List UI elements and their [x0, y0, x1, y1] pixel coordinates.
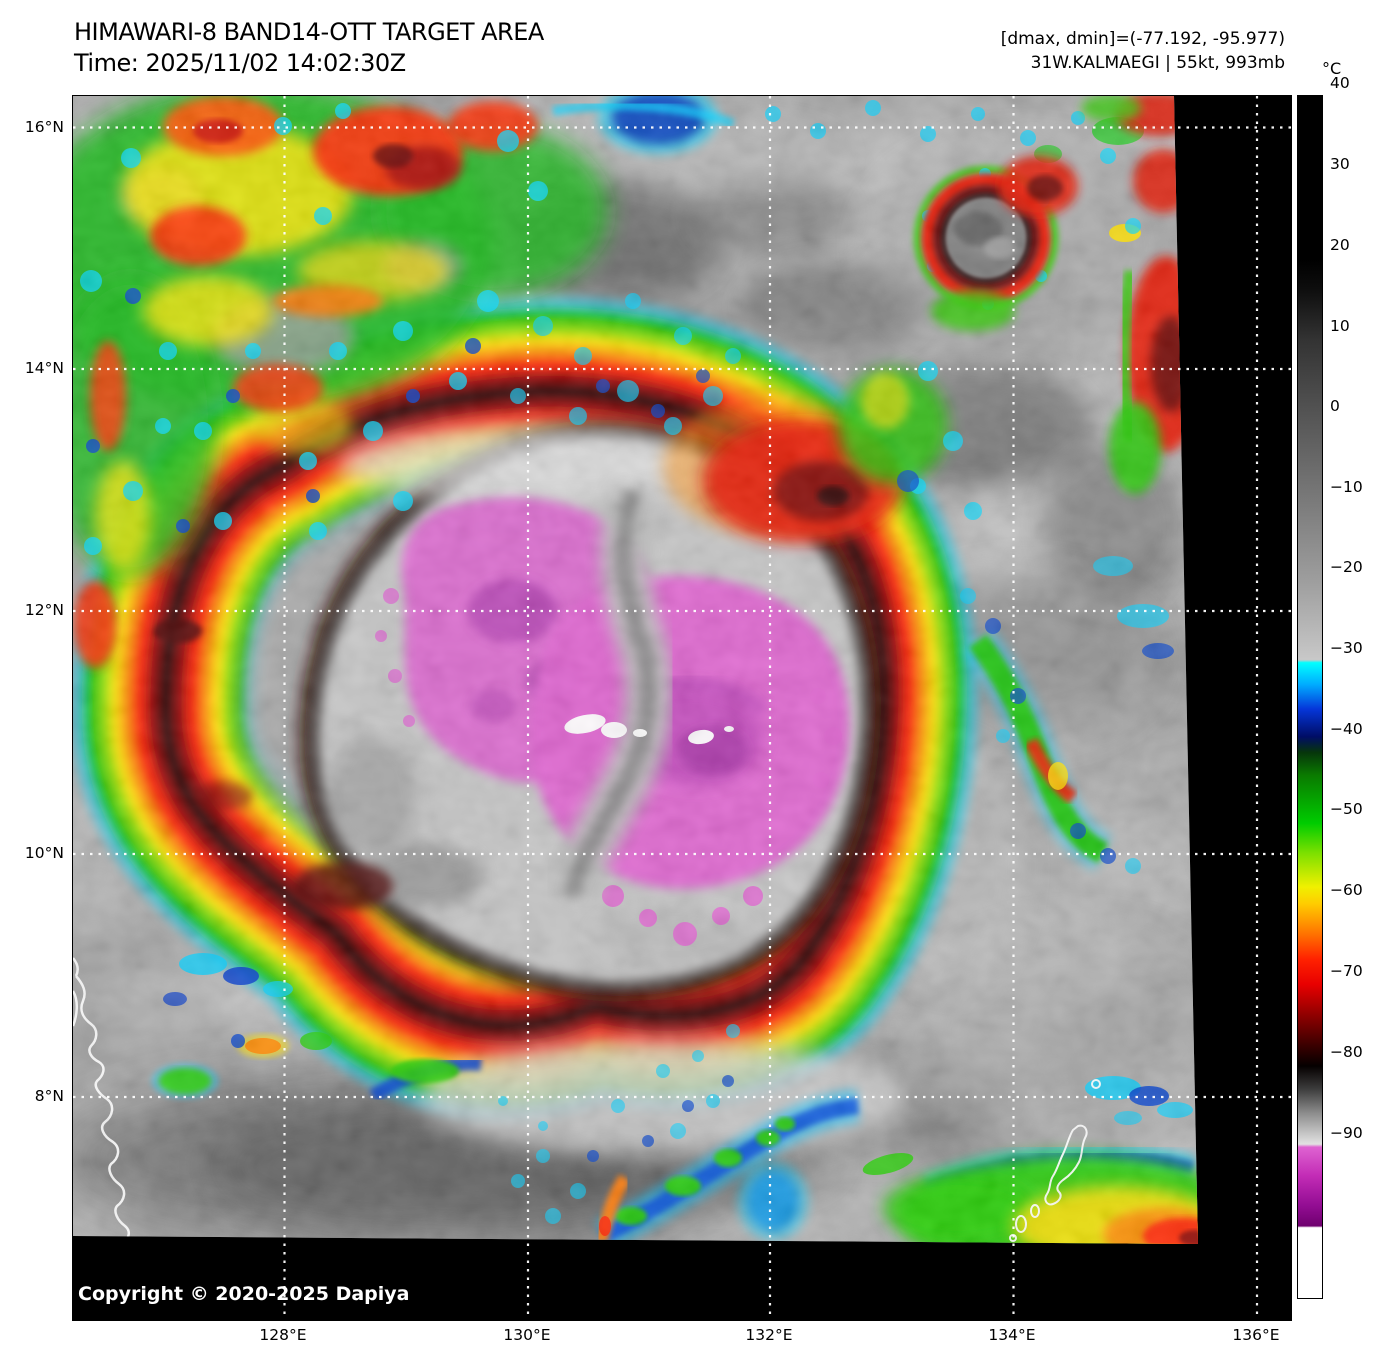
cb-tick-20: 20	[1330, 236, 1350, 254]
cb-tick-m90: −90	[1330, 1124, 1363, 1142]
lat-tick-12n: 12°N	[24, 601, 64, 619]
cb-tick-10: 10	[1330, 316, 1350, 335]
cb-tick-m30: −30	[1330, 639, 1363, 657]
copyright-label: Copyright © 2020-2025 Dapiya	[78, 1283, 410, 1305]
lat-tick-14n: 14°N	[24, 359, 64, 377]
satellite-scene	[73, 96, 1291, 1320]
cb-tick-30: 30	[1330, 155, 1350, 173]
cloud-texture-fine	[73, 96, 1198, 1244]
lat-tick-10n: 10°N	[24, 844, 64, 862]
cb-tick-0: 0	[1330, 397, 1340, 415]
lon-tick-134e: 134°E	[988, 1326, 1036, 1344]
page-title: HIMAWARI-8 BAND14-OTT TARGET AREA	[74, 18, 544, 46]
cb-tick-m60: −60	[1330, 881, 1363, 899]
lon-tick-132e: 132°E	[745, 1326, 793, 1344]
lon-tick-136e: 136°E	[1232, 1326, 1280, 1344]
satellite-data-swath	[73, 96, 1198, 1244]
cb-tick-m10: −10	[1330, 477, 1363, 496]
lon-tick-130e: 130°E	[503, 1326, 551, 1344]
lat-tick-16n: 16°N	[24, 117, 64, 136]
map-plot-area	[72, 95, 1292, 1321]
storm-info-label: 31W.KALMAEGI | 55kt, 993mb	[1030, 53, 1285, 73]
lon-tick-128e: 128°E	[259, 1326, 307, 1344]
lat-tick-8n: 8°N	[34, 1087, 64, 1105]
cb-tick-40: 40	[1330, 74, 1350, 92]
header-annotations: [dmax, dmin]=(-77.192, -95.977) 31W.KALM…	[1001, 27, 1285, 75]
cb-tick-m50: −50	[1330, 800, 1363, 818]
cb-tick-m40: −40	[1330, 719, 1363, 738]
timestamp-label: Time: 2025/11/02 14:02:30Z	[74, 49, 406, 77]
cb-tick-m70: −70	[1330, 962, 1363, 980]
cb-tick-m80: −80	[1330, 1043, 1363, 1061]
temperature-colorbar	[1297, 95, 1323, 1299]
colorbar-unit-label: °C	[1322, 59, 1342, 78]
dmax-dmin-label: [dmax, dmin]=(-77.192, -95.977)	[1000, 29, 1285, 49]
cb-tick-m20: −20	[1330, 558, 1363, 576]
graticule	[73, 96, 1291, 1320]
